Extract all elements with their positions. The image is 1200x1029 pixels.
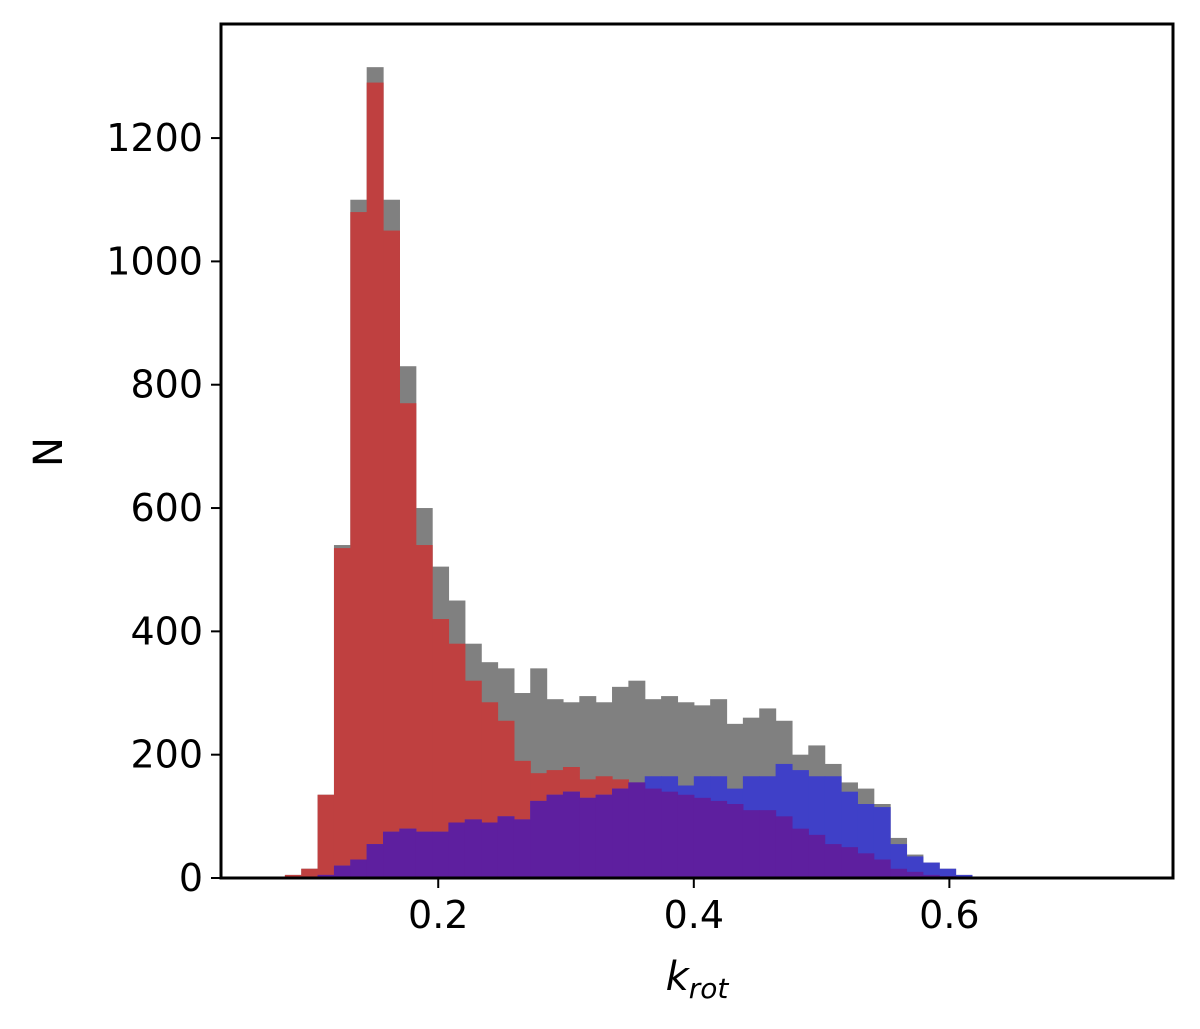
bar-overlap-10 — [448, 822, 466, 878]
bar-overlap-31 — [791, 828, 809, 878]
y-tick-label-4: 800 — [130, 363, 203, 407]
x-axis-label-subscript: rot — [689, 972, 730, 1005]
series-overlap-bars — [317, 782, 973, 878]
x-tick-label-2: 0.6 — [919, 893, 979, 937]
bar-blue-39 — [922, 862, 940, 878]
bar-overlap-11 — [464, 819, 482, 878]
y-tick-label-0: 0 — [179, 856, 203, 900]
bar-red-7 — [399, 403, 417, 878]
bar-red-2 — [317, 794, 335, 878]
bar-overlap-12 — [481, 822, 499, 878]
y-tick-label-3: 600 — [130, 486, 203, 530]
bar-overlap-24 — [677, 794, 695, 878]
bar-overlap-26 — [710, 800, 728, 878]
bar-overlap-3 — [333, 865, 351, 878]
bar-overlap-5 — [366, 844, 384, 878]
bar-overlap-38 — [906, 871, 924, 878]
y-tick-label-1: 200 — [130, 733, 203, 777]
y-tick-label-2: 400 — [130, 609, 203, 653]
x-axis-label: krot — [666, 954, 730, 1005]
bar-overlap-17 — [562, 791, 580, 878]
y-tick-label-5: 1000 — [106, 239, 203, 283]
bar-overlap-21 — [628, 782, 646, 878]
x-axis-label-main: k — [666, 954, 691, 1000]
bar-red-0 — [284, 874, 302, 878]
bar-overlap-2 — [317, 874, 335, 878]
bar-overlap-7 — [399, 828, 417, 878]
plot-frame — [219, 22, 1175, 880]
bar-overlap-22 — [644, 788, 662, 878]
bar-overlap-29 — [759, 810, 777, 878]
y-tick-label-6: 1200 — [106, 116, 203, 160]
bar-overlap-18 — [579, 797, 597, 878]
y-axis: 0 200 400 600 800 1000 1200 — [106, 116, 221, 900]
bar-red-10 — [448, 643, 466, 878]
bar-overlap-30 — [775, 816, 793, 878]
bar-red-5 — [366, 82, 384, 878]
bar-overlap-4 — [350, 859, 368, 878]
bar-overlap-13 — [497, 816, 515, 878]
bar-overlap-35 — [857, 853, 875, 878]
bar-overlap-33 — [824, 844, 842, 878]
bar-overlap-19 — [595, 794, 613, 878]
bar-red-4 — [350, 212, 368, 878]
bar-overlap-9 — [432, 831, 450, 878]
bar-overlap-23 — [661, 791, 679, 878]
bar-overlap-36 — [873, 859, 891, 878]
bar-blue-40 — [939, 868, 957, 878]
bar-overlap-27 — [726, 804, 744, 878]
bar-overlap-37 — [890, 868, 908, 878]
bar-red-9 — [432, 619, 450, 878]
bar-overlap-8 — [415, 831, 433, 878]
x-tick-label-0: 0.2 — [408, 893, 468, 937]
bar-blue-41 — [955, 874, 973, 878]
bar-red-8 — [415, 545, 433, 878]
y-axis-label: N — [26, 437, 72, 467]
bar-overlap-25 — [693, 797, 711, 878]
bar-overlap-34 — [841, 847, 858, 878]
bar-overlap-28 — [742, 810, 760, 878]
bar-overlap-16 — [546, 794, 564, 878]
bar-red-1 — [301, 868, 319, 878]
x-tick-label-1: 0.4 — [664, 893, 724, 937]
bar-overlap-32 — [808, 834, 826, 878]
bar-overlap-15 — [530, 800, 548, 878]
bar-overlap-20 — [612, 788, 629, 878]
bar-red-3 — [333, 548, 351, 878]
bar-overlap-39 — [922, 874, 940, 878]
bar-overlap-14 — [513, 819, 531, 878]
bar-overlap-6 — [383, 831, 400, 878]
x-axis: 0.2 0.4 0.6 — [408, 878, 980, 937]
bar-red-6 — [383, 230, 400, 878]
